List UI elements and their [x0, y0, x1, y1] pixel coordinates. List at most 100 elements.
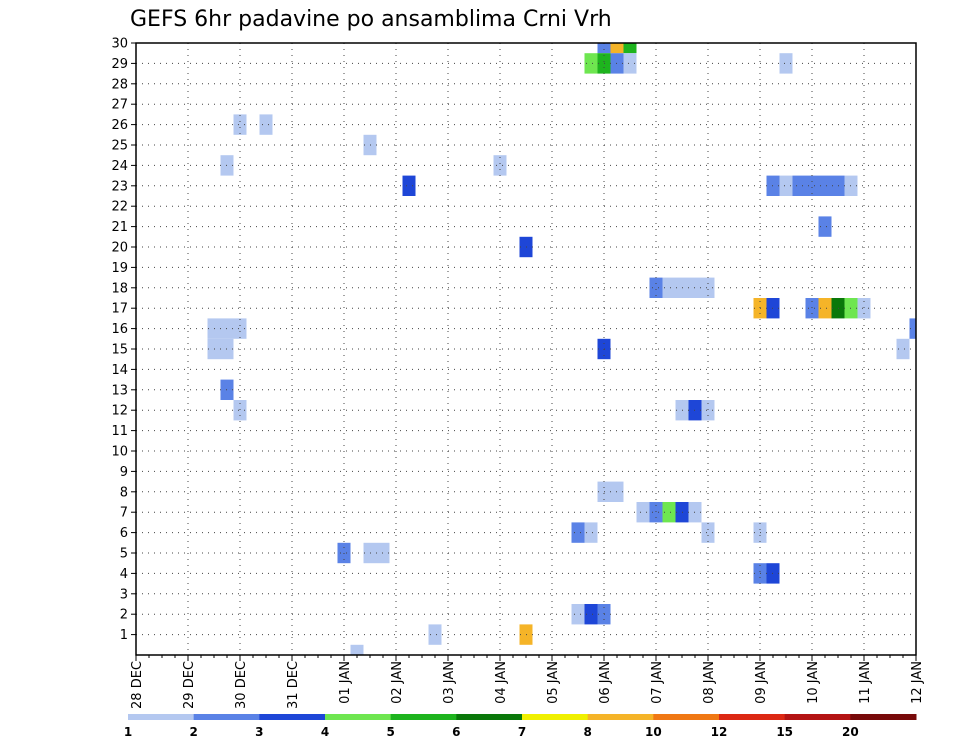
x-tick-label: 09 JAN — [754, 661, 769, 704]
y-tick-label: 23 — [111, 179, 128, 194]
y-tick-label: 18 — [111, 281, 128, 296]
colorbar-label: 3 — [255, 725, 263, 739]
heatmap-cell — [818, 175, 832, 196]
heatmap-cell — [701, 400, 715, 421]
colorbar-label: 20 — [842, 725, 859, 739]
colorbar-swatch — [456, 714, 523, 720]
y-tick-label: 28 — [111, 77, 128, 92]
y-tick-label: 15 — [111, 343, 128, 358]
colorbar-label: 2 — [189, 725, 197, 739]
x-tick-label: 08 JAN — [702, 661, 717, 704]
heatmap-cell — [818, 298, 832, 319]
y-tick-label: 11 — [111, 424, 128, 439]
x-tick-label: 05 JAN — [546, 661, 561, 704]
y-tick-label: 1 — [120, 628, 128, 643]
colorbar-swatch — [850, 714, 917, 720]
x-tick-label: 06 JAN — [598, 661, 613, 704]
y-tick-label: 13 — [111, 383, 128, 398]
colorbar-swatch — [719, 714, 786, 720]
heatmap-cell — [805, 175, 819, 196]
colorbar-swatch — [390, 714, 457, 720]
cells-layer — [207, 43, 916, 655]
heatmap-cell — [792, 175, 806, 196]
x-tick-label: 12 JAN — [910, 661, 925, 704]
x-tick-label: 01 JAN — [338, 661, 353, 704]
y-tick-label: 27 — [111, 98, 128, 113]
heatmap-cell — [584, 604, 598, 625]
heatmap-cell — [584, 522, 598, 543]
x-tick-label: 30 DEC — [234, 661, 249, 709]
y-axis: 1234567891011121314151617181920212223242… — [111, 37, 136, 643]
colorbar-swatch — [784, 714, 851, 720]
heatmap-cell — [662, 277, 676, 298]
y-tick-label: 6 — [120, 526, 128, 541]
y-tick-label: 20 — [111, 241, 128, 256]
colorbar-label: 5 — [386, 725, 394, 739]
y-tick-label: 3 — [120, 587, 128, 602]
y-tick-label: 30 — [111, 37, 128, 52]
y-tick-label: 22 — [111, 200, 128, 215]
heatmap-cell — [233, 318, 247, 339]
heatmap-cell — [909, 318, 916, 339]
colorbar-swatch — [522, 714, 589, 720]
x-axis: 28 DEC 29 DEC 30 DEC 31 DEC 01 JAN 02 JAN 03 J… — [130, 655, 925, 709]
colorbar-swatch — [128, 714, 195, 720]
heatmap-cell — [571, 522, 585, 543]
y-tick-label: 19 — [111, 261, 128, 276]
heatmap-cell — [584, 53, 598, 74]
heatmap-cell — [597, 43, 611, 54]
y-tick-label: 9 — [120, 465, 128, 480]
x-tick-label: 03 JAN — [442, 661, 457, 704]
x-tick-label: 02 JAN — [390, 661, 405, 704]
heatmap-cell — [259, 114, 273, 135]
y-tick-label: 17 — [111, 302, 128, 317]
colorbar-label: 12 — [711, 725, 728, 739]
heatmap-cell — [428, 624, 442, 645]
colorbar-label: 10 — [645, 725, 662, 739]
y-tick-label: 21 — [111, 220, 128, 235]
heatmap-cell — [636, 502, 650, 523]
y-tick-label: 16 — [111, 322, 128, 337]
heatmap-cell — [662, 502, 676, 523]
y-tick-label: 7 — [120, 506, 128, 521]
grid-layer — [135, 42, 917, 655]
y-tick-label: 10 — [111, 445, 128, 460]
colorbar-label: 1 — [124, 725, 132, 739]
x-tick-label: 28 DEC — [130, 661, 145, 709]
heatmap-cell — [610, 43, 624, 54]
heatmap-cell — [818, 216, 832, 237]
heatmap-cell — [805, 298, 819, 319]
colorbar-swatch — [259, 714, 326, 720]
y-tick-label: 12 — [111, 404, 128, 419]
heatmap-cell — [649, 502, 663, 523]
heatmap-cell — [623, 43, 637, 54]
heatmap-cell — [701, 522, 715, 543]
y-tick-label: 5 — [120, 547, 128, 562]
heatmap-cell — [233, 114, 247, 135]
y-tick-label: 26 — [111, 118, 128, 133]
heatmap-cell — [402, 175, 416, 196]
heatmap-cell — [571, 604, 585, 625]
heatmap-cell — [623, 53, 637, 74]
heatmap-cell — [233, 400, 247, 421]
heatmap-cell — [896, 338, 910, 360]
chart-title: GEFS 6hr padavine po ansamblima Crni Vrh — [130, 7, 612, 32]
y-tick-label: 14 — [111, 363, 128, 378]
colorbar-label: 15 — [776, 725, 793, 739]
heatmap-cell — [857, 298, 871, 319]
y-tick-label: 4 — [120, 567, 128, 582]
y-tick-label: 29 — [111, 57, 128, 72]
heatmap-cell — [649, 277, 663, 298]
y-tick-label: 8 — [120, 485, 128, 500]
x-tick-label: 31 DEC — [286, 661, 301, 709]
colorbar-swatch — [653, 714, 720, 720]
x-tick-label: 11 JAN — [858, 661, 873, 704]
heatmap-cell — [493, 155, 507, 176]
x-tick-label: 29 DEC — [182, 661, 197, 709]
colorbar-swatch — [325, 714, 392, 720]
heatmap-cell — [701, 277, 715, 298]
colorbar-label: 6 — [452, 725, 460, 739]
y-tick-label: 24 — [111, 159, 128, 174]
